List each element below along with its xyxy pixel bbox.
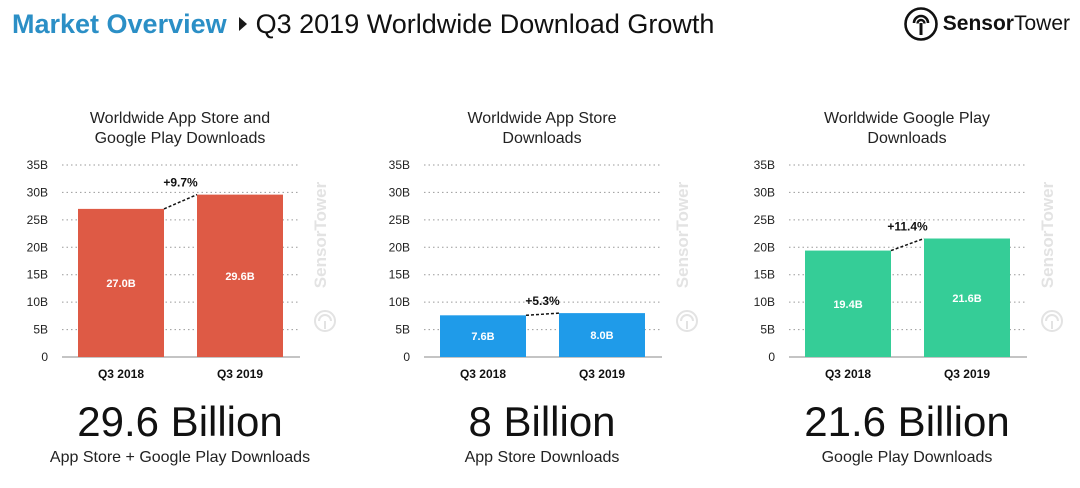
y-tick-label: 0	[41, 350, 48, 364]
chart-panel-google-play: Worldwide Google Play Downloads 0 5B 10B 15…	[727, 0, 1080, 488]
bar	[78, 208, 164, 357]
y-tick-label: 30B	[27, 185, 48, 199]
watermark-icon-ring	[1041, 310, 1063, 332]
y-tick-label: 30B	[754, 185, 775, 199]
bar-chart: 0 5B 10B 15B 20B 25B 30B 35B SensorTower 27.0B Q3 …	[27, 158, 336, 381]
watermark-text: SensorTower	[1038, 181, 1057, 288]
brand-name: SensorTower	[942, 12, 1070, 35]
bar-value-label: 27.0B	[106, 278, 135, 290]
chart-panel-app-store: Worldwide App Store Downloads 0 5B 10B 15B 2…	[362, 0, 722, 488]
chart-title: Worldwide Google Play Downloads	[727, 109, 1080, 149]
bar-value-label: 21.6B	[952, 293, 981, 305]
x-tick-label: Q3 2018	[825, 367, 871, 381]
y-tick-label: 5B	[33, 323, 48, 337]
y-tick-label: 15B	[389, 268, 410, 282]
y-tick-label: 5B	[760, 323, 775, 337]
y-tick-label: 30B	[389, 185, 410, 199]
growth-label: +5.3%	[525, 294, 560, 308]
chart-title-line: Worldwide Google Play	[823, 110, 990, 127]
y-tick-label: 35B	[27, 158, 48, 172]
y-tick-label: 15B	[754, 268, 775, 282]
y-tick-label: 0	[768, 350, 775, 364]
x-tick-label: Q3 2018	[460, 367, 506, 381]
y-tick-label: 0	[403, 350, 410, 364]
watermark-icon-arc	[318, 314, 332, 322]
y-tick-label: 10B	[754, 295, 775, 309]
page-header: Market Overview Q3 2019 Worldwide Downlo…	[12, 6, 714, 42]
chart-title-line: Downloads	[502, 130, 582, 147]
page-title: Q3 2019 Worldwide Download Growth	[255, 8, 715, 39]
watermark-icon-ring	[676, 310, 698, 332]
x-tick-label: Q3 2019	[579, 367, 625, 381]
watermark-text: SensorTower	[311, 181, 330, 288]
watermark-icon-arc	[1045, 314, 1059, 322]
bar-value-label: 8.0B	[590, 330, 613, 342]
y-tick-label: 35B	[389, 158, 410, 172]
bar-value-label: 29.6B	[225, 271, 254, 283]
y-tick-label: 20B	[754, 240, 775, 254]
breadcrumb-arrow-icon	[238, 17, 247, 31]
bar-chart: 0 5B 10B 15B 20B 25B 30B 35B SensorTower 19.4B Q3 …	[754, 158, 1063, 381]
chart-title: Worldwide App Store Downloads	[362, 109, 722, 149]
y-tick-label: 15B	[27, 268, 48, 282]
growth-label: +11.4%	[887, 220, 928, 234]
watermark-icon	[314, 310, 336, 332]
y-tick-label: 20B	[389, 240, 410, 254]
section-title: Market Overview	[12, 8, 227, 39]
brand-logo: SensorTower	[903, 6, 1070, 42]
y-tick-label: 25B	[754, 213, 775, 227]
bar	[440, 315, 526, 357]
big-caption: App Store + Google Play Downloads	[49, 449, 311, 466]
chart-title-line: Worldwide App Store and	[89, 110, 271, 127]
y-tick-label: 25B	[389, 213, 410, 227]
big-caption: Google Play Downloads	[821, 449, 993, 466]
chart-panel-total: Worldwide App Store and Google Play Down…	[0, 0, 360, 488]
growth-connector	[163, 193, 198, 210]
bar-value-label: 19.4B	[833, 299, 862, 311]
watermark-text: SensorTower	[673, 181, 692, 288]
y-tick-label: 5B	[395, 323, 410, 337]
x-tick-label: Q3 2018	[98, 367, 144, 381]
big-caption: App Store Downloads	[464, 449, 620, 466]
bar	[805, 250, 891, 357]
big-number: 29.6 Billion	[77, 398, 283, 445]
watermark-icon-ring	[314, 310, 336, 332]
watermark-icon	[1041, 310, 1063, 332]
y-tick-label: 25B	[27, 213, 48, 227]
bar	[924, 238, 1010, 357]
watermark-icon	[676, 310, 698, 332]
x-tick-label: Q3 2019	[217, 367, 263, 381]
sensor-tower-logo-icon	[903, 7, 938, 41]
growth-label: +9.7%	[163, 176, 198, 190]
chart-title: Worldwide App Store and Google Play Down…	[0, 109, 360, 149]
y-tick-label: 35B	[754, 158, 775, 172]
chart-title-line: Downloads	[867, 130, 947, 147]
bar	[197, 194, 283, 357]
big-number: 8 Billion	[468, 398, 616, 445]
x-tick-label: Q3 2019	[944, 367, 990, 381]
growth-connector	[890, 237, 925, 252]
bar-value-label: 7.6B	[471, 331, 494, 343]
watermark-icon-arc	[680, 314, 694, 322]
y-tick-label: 10B	[27, 295, 48, 309]
chart-title-line: Google Play Downloads	[94, 130, 266, 147]
y-tick-label: 10B	[389, 295, 410, 309]
big-number: 21.6 Billion	[804, 398, 1010, 445]
chart-title-line: Worldwide App Store	[467, 110, 617, 127]
bar-chart: 0 5B 10B 15B 20B 25B 30B 35B SensorTower 7.6B Q3 2…	[389, 158, 698, 381]
growth-connector	[525, 312, 560, 317]
y-tick-label: 20B	[27, 240, 48, 254]
bar	[559, 313, 645, 357]
